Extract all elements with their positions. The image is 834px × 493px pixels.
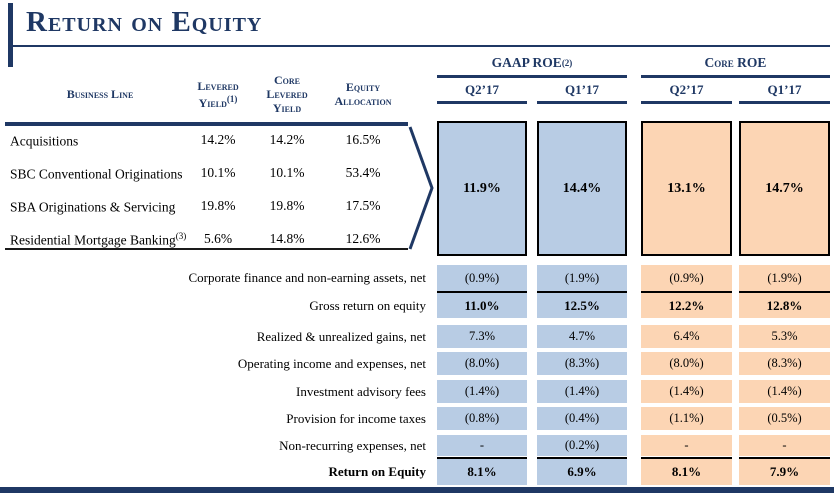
headline-box-gaap-q1: 14.4% <box>537 121 627 256</box>
sum-rule <box>437 457 527 459</box>
column-header-gaap-q1: Q1’17 <box>565 82 599 97</box>
value-cell: 7.3% <box>437 325 527 348</box>
table-cell: 19.8% <box>200 198 236 213</box>
page-title: Return on Equity <box>26 6 263 38</box>
row-label-corporate-finance: Corporate finance and non-earning assets… <box>188 270 426 285</box>
col-header-equity-allocation-label: Equity Allocation <box>334 80 392 108</box>
gaap-roe-group-header: GAAP ROE (2) <box>491 55 573 70</box>
headline-box-core-q1: 14.7% <box>739 121 830 256</box>
sum-rule <box>537 291 627 293</box>
row-label-operating-income: Operating income and expenses, net <box>237 355 426 371</box>
value-cell: 8.1% <box>437 459 527 485</box>
table-row-label-sba: SBA Originations & Servicing <box>10 199 176 215</box>
value-cell: (8.3%) <box>537 352 627 375</box>
value-cell: (1.4%) <box>437 380 527 403</box>
value-cell: (0.5%) <box>739 407 830 430</box>
table-cell: 5.6% <box>203 231 233 246</box>
row-label-advisory-fees: Investment advisory fees <box>296 383 426 399</box>
table-cell: 14.8% <box>269 231 305 246</box>
col-header-business-line-label: Business Line <box>66 87 134 102</box>
table-cell: 19.8% <box>269 198 305 213</box>
table-row-label-acquisitions: Acquisitions <box>10 133 79 149</box>
value-cell: 12.5% <box>537 293 627 318</box>
value-cell: - <box>437 435 527 456</box>
value-cell: 6.4% <box>641 325 732 348</box>
row-label-realized-gains: Realized & unrealized gains, net <box>256 328 426 344</box>
headline-box-core-q2: 13.1% <box>641 121 732 256</box>
column-header-core-q1: Q1’17 <box>767 82 802 97</box>
row-label-income-taxes: Provision for income taxes <box>286 410 426 426</box>
table-cell: 10.1% <box>269 165 305 180</box>
value-cell: - <box>739 435 830 456</box>
value-cell: (1.9%) <box>537 265 627 291</box>
column-rule <box>437 101 527 104</box>
column-rule <box>641 101 732 104</box>
value-cell: (1.1%) <box>641 407 732 430</box>
value-cell: 4.7% <box>537 325 627 348</box>
headline-box-gaap-q2: 11.9% <box>437 121 527 256</box>
core-roe-group-header: Core ROE <box>704 55 767 70</box>
levered-yield-footnote-sup: (1) <box>226 93 238 104</box>
col-header-core-levered-yield-label: Core Levered Yield <box>266 73 308 115</box>
column-header-core-q2: Q2’17 <box>669 82 704 97</box>
value-cell: (0.4%) <box>537 407 627 430</box>
sum-rule <box>641 291 732 293</box>
col-header-levered-yield: Levered Yield(1) <box>185 70 251 120</box>
row-label-non-recurring: Non-recurring expenses, net <box>279 437 426 453</box>
value-cell: (0.8%) <box>437 407 527 430</box>
value-cell: (1.4%) <box>537 380 627 403</box>
title-rule <box>8 45 830 47</box>
title-accent-bar <box>8 3 13 67</box>
table-cell: 14.2% <box>200 132 236 147</box>
column-header-gaap-q2: Q2’17 <box>465 82 499 97</box>
table-bottom-rule <box>5 248 408 250</box>
value-cell: (1.4%) <box>739 380 830 403</box>
residential-footnote-sup: (3) <box>175 231 187 241</box>
table-top-rule <box>5 122 408 126</box>
chevron-right-icon <box>408 126 434 250</box>
value-cell: 6.9% <box>537 459 627 485</box>
value-cell: 8.1% <box>641 459 732 485</box>
value-cell: (0.2%) <box>537 435 627 456</box>
value-cell: (8.3%) <box>739 352 830 375</box>
core-group-rule <box>641 75 830 78</box>
table-cell: 12.6% <box>345 231 381 246</box>
row-label-return-on-equity: Return on Equity <box>328 464 426 479</box>
value-cell: - <box>641 435 732 456</box>
value-cell: (8.0%) <box>641 352 732 375</box>
column-rule <box>537 101 627 104</box>
table-cell: 53.4% <box>345 165 381 180</box>
table-cell: 17.5% <box>345 198 381 213</box>
col-header-business-line: Business Line <box>10 70 190 120</box>
table-cell: 16.5% <box>345 132 381 147</box>
col-header-levered-yield-label: Levered Yield(1) <box>197 78 239 110</box>
value-cell: 7.9% <box>739 459 830 485</box>
value-cell: (0.9%) <box>437 265 527 291</box>
sum-rule <box>437 291 527 293</box>
sum-rule <box>739 457 830 459</box>
value-cell: (1.4%) <box>641 380 732 403</box>
footer-bar <box>0 487 834 493</box>
table-cell: 14.2% <box>269 132 305 147</box>
gaap-group-rule <box>437 75 627 78</box>
value-cell: 11.0% <box>437 293 527 318</box>
sum-rule <box>537 457 627 459</box>
value-cell: 12.2% <box>641 293 732 318</box>
value-cell: 5.3% <box>739 325 830 348</box>
sum-rule <box>739 291 830 293</box>
table-row-label-residential: Residential Mortgage Banking(3) <box>10 231 187 248</box>
column-rule <box>739 101 830 104</box>
table-cell: 10.1% <box>200 165 236 180</box>
value-cell: 12.8% <box>739 293 830 318</box>
value-cell: (1.9%) <box>739 265 830 291</box>
value-cell: (0.9%) <box>641 265 732 291</box>
gaap-footnote-sup: (2) <box>561 58 573 68</box>
sum-rule <box>641 457 732 459</box>
table-row-label-sbc: SBC Conventional Originations <box>10 166 183 182</box>
value-cell: (8.0%) <box>437 352 527 375</box>
col-header-equity-allocation: Equity Allocation <box>325 70 401 120</box>
col-header-core-levered-yield: Core Levered Yield <box>255 70 319 120</box>
row-label-gross-return: Gross return on equity <box>309 297 426 313</box>
